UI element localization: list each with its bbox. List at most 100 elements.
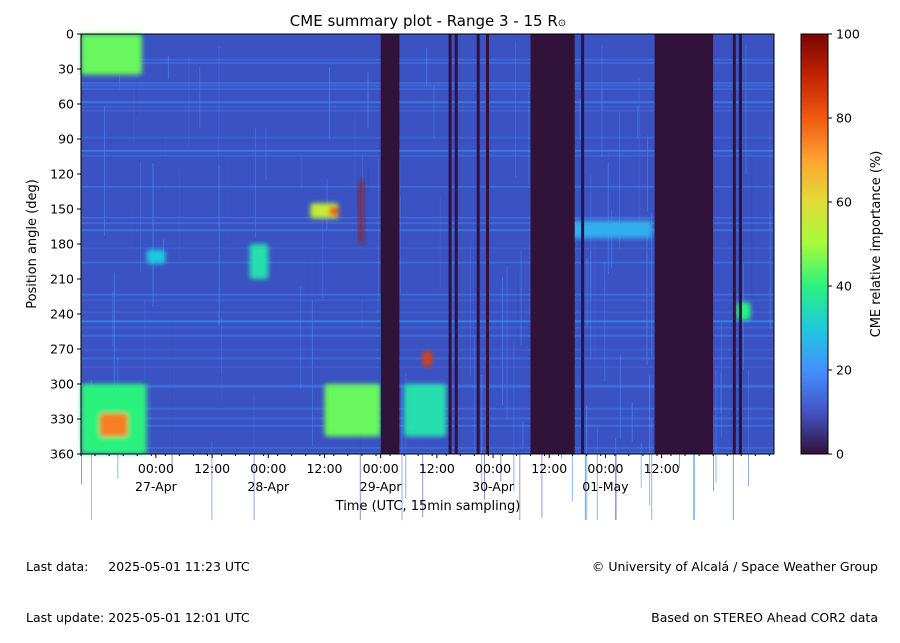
texture-streak — [322, 204, 324, 298]
colorbar-tick-label: 60 — [836, 195, 852, 210]
last-data-label: Last data: — [26, 559, 89, 574]
texture-band — [81, 320, 774, 323]
x-tick-time: 00:00 — [250, 461, 286, 476]
texture-band — [81, 446, 774, 449]
cme-feature — [736, 302, 751, 320]
texture-streak — [631, 402, 633, 442]
y-tick-label: 90 — [58, 132, 74, 147]
data-gap-thin — [448, 34, 452, 454]
texture-streak — [469, 247, 471, 330]
y-axis-label: Position angle (deg) — [25, 179, 40, 309]
cme-feature — [329, 206, 339, 216]
texture-streak — [771, 126, 773, 239]
texture-streak — [253, 394, 255, 520]
texture-band — [81, 452, 774, 455]
x-tick-date: 29-Apr — [360, 479, 403, 494]
cme-feature — [99, 413, 128, 437]
texture-streak — [179, 169, 181, 261]
x-tick-time: 12:00 — [531, 461, 567, 476]
x-axis: 00:00 27-Apr 12:00 00:00 28-Apr 12:00 00:00 29-… — [80, 454, 770, 494]
texture-band — [81, 149, 774, 152]
texture-streak — [81, 89, 83, 169]
texture-streak — [300, 155, 302, 190]
texture-band — [81, 105, 774, 108]
last-data-row: Last data: 2025-05-01 11:23 UTC — [26, 558, 250, 575]
colorbar-tick-label: 0 — [836, 447, 844, 462]
texture-band — [81, 326, 774, 329]
texture-streak — [646, 230, 648, 365]
texture-streak — [367, 72, 369, 129]
data-gap — [380, 34, 400, 454]
texture-streak — [350, 179, 352, 259]
texture-streak — [144, 300, 146, 381]
texture-streak — [579, 98, 581, 140]
texture-streak — [423, 85, 425, 118]
texture-streak — [644, 134, 646, 285]
colorbar-ticks: 0 20 40 60 80 100 — [828, 27, 860, 462]
source-text: Based on STEREO Ahead COR2 data — [651, 610, 878, 625]
texture-streak — [647, 135, 648, 212]
x-tick-time: 00:00 — [475, 461, 511, 476]
cme-feature — [81, 34, 142, 75]
texture-streak — [367, 166, 369, 190]
texture-streak — [134, 204, 136, 250]
texture-streak — [224, 134, 226, 270]
texture-streak — [649, 375, 651, 506]
cme-feature — [422, 351, 433, 367]
data-gap-thin — [738, 34, 742, 454]
y-tick-label: 120 — [50, 167, 74, 182]
data-gap — [530, 34, 573, 454]
colorbar-tick-label: 100 — [836, 27, 860, 42]
x-tick-time: 12:00 — [194, 461, 230, 476]
texture-streak — [517, 272, 519, 358]
y-tick-label: 180 — [50, 237, 74, 252]
texture-band — [81, 229, 774, 232]
cme-feature — [568, 220, 653, 239]
texture-streak — [361, 297, 363, 329]
texture-streak — [541, 422, 543, 518]
colorbar-tick-label: 40 — [836, 279, 852, 294]
data-gaps — [380, 34, 742, 454]
texture-streak — [715, 370, 717, 483]
texture-band — [81, 154, 774, 157]
texture-streak — [199, 66, 201, 129]
texture-streak — [484, 433, 485, 500]
credit-text: © University of Alcalá / Space Weather G… — [591, 559, 878, 574]
chart-title: CME summary plot - Range 3 - 15 R⊙ — [290, 12, 566, 30]
texture-streak — [474, 337, 476, 454]
texture-band — [81, 101, 774, 104]
texture-streak — [594, 239, 596, 360]
colorbar: 0 20 40 60 80 100 CME relative importance (%) — [800, 27, 884, 462]
texture-streak — [608, 149, 610, 175]
texture-streak — [604, 262, 606, 382]
texture-band — [81, 85, 774, 88]
texture-band — [81, 84, 774, 87]
data-gap-thin — [476, 34, 480, 454]
texture-streak — [359, 415, 361, 520]
texture-streak — [638, 78, 640, 231]
texture-streak — [619, 354, 621, 440]
last-update-value: 2025-05-01 12:01 UTC — [108, 610, 250, 625]
y-tick-label: 270 — [50, 342, 74, 357]
texture-streak — [140, 162, 141, 272]
texture-streak — [328, 67, 330, 139]
texture-band — [81, 293, 774, 296]
texture-streak — [502, 276, 504, 406]
x-tick-time: 00:00 — [363, 461, 399, 476]
texture-streak — [265, 127, 267, 181]
texture-streak — [377, 157, 379, 313]
texture-band — [81, 311, 774, 314]
y-tick-label: 240 — [50, 307, 74, 322]
texture-streak — [104, 106, 105, 236]
texture-band — [81, 58, 774, 61]
x-tick-date: 01-May — [582, 479, 629, 494]
texture-streak — [607, 163, 609, 274]
y-tick-label: 150 — [50, 202, 74, 217]
texture-streak — [737, 327, 739, 376]
x-tick-time: 00:00 — [587, 461, 623, 476]
cme-feature — [249, 244, 269, 279]
texture-streak — [356, 208, 357, 241]
texture-band — [81, 228, 774, 231]
texture-band — [81, 82, 774, 85]
texture-streak — [167, 55, 169, 80]
